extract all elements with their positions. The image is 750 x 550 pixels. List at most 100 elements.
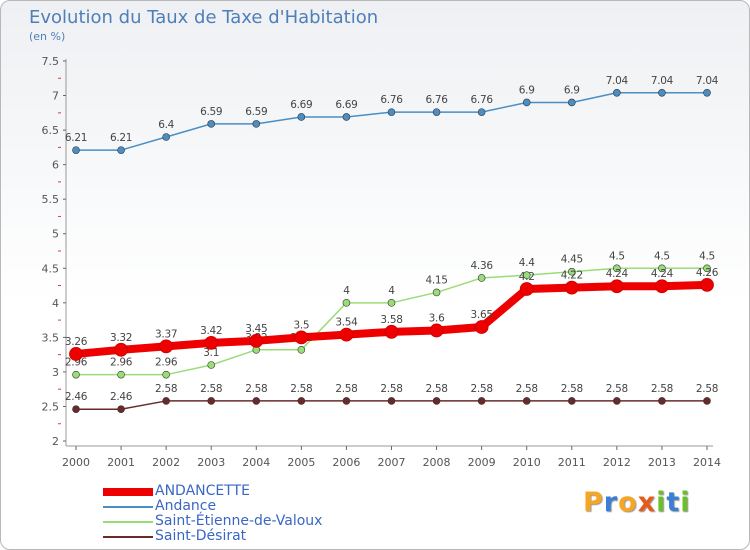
brand-letter: r bbox=[603, 487, 619, 518]
legend-label-andancette: ANDANCETTE bbox=[155, 483, 250, 499]
data-point-saint-desirat bbox=[432, 397, 441, 405]
data-label-andancette: 3.54 bbox=[335, 317, 358, 329]
data-label-saint-desirat: 2.58 bbox=[696, 383, 718, 395]
data-point-saint-desirat bbox=[387, 397, 396, 405]
data-point-saint-desirat bbox=[117, 405, 125, 414]
data-label-saint-etienne-de-valoux: 4 bbox=[343, 285, 350, 297]
brand-letter: o bbox=[618, 487, 638, 518]
x-tick-label: 2003 bbox=[197, 456, 225, 469]
x-tick-label: 2011 bbox=[558, 456, 586, 469]
y-tick-label: 3.5 bbox=[42, 331, 60, 344]
data-point-saint-etienne-de-valoux bbox=[297, 345, 306, 354]
x-tick-label: 2012 bbox=[603, 456, 631, 469]
data-point-saint-etienne-de-valoux bbox=[432, 288, 441, 297]
x-tick-label: 2001 bbox=[107, 456, 135, 469]
legend-item-andancette: ANDANCETTE bbox=[103, 484, 322, 499]
data-point-andance bbox=[387, 108, 396, 116]
data-label-saint-etienne-de-valoux: 4.5 bbox=[609, 250, 625, 262]
data-label-saint-desirat: 2.58 bbox=[516, 383, 538, 395]
data-label-saint-etienne-de-valoux: 2.96 bbox=[155, 357, 178, 369]
y-tick-label: 7 bbox=[52, 90, 59, 103]
data-label-andancette: 3.6 bbox=[429, 312, 445, 324]
data-point-saint-etienne-de-valoux bbox=[703, 264, 711, 273]
y-tick-label: 5 bbox=[52, 228, 59, 241]
data-point-saint-etienne-de-valoux bbox=[162, 370, 170, 379]
data-point-saint-etienne-de-valoux bbox=[342, 299, 351, 307]
data-label-saint-etienne-de-valoux: 4 bbox=[388, 285, 395, 297]
data-label-saint-etienne-de-valoux: 4.5 bbox=[699, 250, 715, 262]
y-tick-label: 2.5 bbox=[42, 400, 60, 413]
data-point-saint-desirat bbox=[72, 405, 80, 414]
data-label-saint-desirat: 2.58 bbox=[245, 383, 267, 395]
legend-label-saint-etienne-de-valoux: Saint-Étienne-de-Valoux bbox=[155, 513, 323, 529]
data-label-andance: 7.04 bbox=[651, 75, 674, 87]
data-point-andancette bbox=[384, 324, 399, 339]
data-point-andancette bbox=[294, 330, 309, 345]
data-label-saint-desirat: 2.58 bbox=[290, 383, 312, 395]
data-point-saint-desirat bbox=[252, 397, 261, 405]
data-point-saint-etienne-de-valoux bbox=[522, 271, 531, 279]
data-label-saint-desirat: 2.58 bbox=[155, 383, 177, 395]
legend-item-saint-desirat: Saint-Désirat bbox=[103, 529, 322, 544]
data-label-andancette: 4.22 bbox=[561, 270, 583, 282]
data-label-andancette: 3.37 bbox=[155, 328, 177, 340]
data-point-andance bbox=[162, 133, 170, 141]
data-point-saint-desirat bbox=[342, 397, 351, 405]
data-point-andancette bbox=[249, 333, 264, 348]
legend-swatch-andance bbox=[103, 506, 153, 508]
data-point-andance bbox=[658, 88, 666, 97]
data-point-andance bbox=[72, 146, 80, 154]
data-point-saint-etienne-de-valoux bbox=[567, 267, 576, 276]
data-label-andance: 7.04 bbox=[696, 75, 719, 87]
data-label-andancette: 3.26 bbox=[65, 336, 88, 348]
legend-swatch-saint-etienne-de-valoux bbox=[103, 521, 153, 523]
data-label-andance: 6.76 bbox=[425, 94, 448, 106]
brand-letter: t bbox=[666, 487, 681, 518]
data-point-saint-desirat bbox=[567, 397, 576, 405]
chart-title: Evolution du Taux de Taxe d'Habitation bbox=[29, 7, 379, 28]
y-tick-label: 5.5 bbox=[42, 193, 60, 206]
x-tick-label: 2002 bbox=[152, 456, 180, 469]
legend-swatch-andancette bbox=[103, 488, 153, 496]
data-point-saint-desirat bbox=[522, 397, 531, 405]
data-point-saint-etienne-de-valoux bbox=[207, 361, 216, 369]
legend: ANDANCETTE Andance Saint-Étienne-de-Valo… bbox=[103, 484, 322, 544]
data-point-andance bbox=[432, 108, 441, 116]
x-tick-label: 2007 bbox=[378, 456, 406, 469]
data-label-andance: 6.9 bbox=[564, 84, 580, 96]
data-label-saint-desirat: 2.58 bbox=[200, 383, 222, 395]
data-label-andance: 6.4 bbox=[158, 119, 174, 131]
data-label-saint-etienne-de-valoux: 3.1 bbox=[203, 347, 219, 359]
data-label-andancette: 3.5 bbox=[293, 319, 309, 331]
x-tick-label: 2005 bbox=[287, 456, 315, 469]
data-label-saint-etienne-de-valoux: 4.5 bbox=[654, 250, 670, 262]
brand-letter: P bbox=[583, 487, 604, 518]
data-point-saint-desirat bbox=[613, 397, 621, 405]
data-point-saint-desirat bbox=[658, 397, 666, 405]
data-label-saint-desirat: 2.58 bbox=[606, 383, 628, 395]
data-label-saint-desirat: 2.58 bbox=[561, 383, 583, 395]
data-point-andance bbox=[522, 98, 531, 107]
data-label-saint-desirat: 2.58 bbox=[471, 383, 493, 395]
y-tick-label: 6.5 bbox=[42, 124, 60, 137]
data-label-andancette: 4.2 bbox=[519, 271, 535, 283]
data-label-saint-desirat: 2.46 bbox=[110, 391, 133, 403]
data-label-saint-desirat: 2.58 bbox=[380, 383, 402, 395]
data-label-andance: 6.21 bbox=[65, 132, 87, 144]
data-label-saint-etienne-de-valoux: 4.15 bbox=[425, 274, 447, 286]
data-point-andance bbox=[252, 120, 261, 128]
data-label-saint-desirat: 2.58 bbox=[335, 383, 357, 395]
data-label-andance: 6.76 bbox=[471, 94, 494, 106]
data-point-andancette bbox=[474, 320, 489, 334]
x-tick-label: 2004 bbox=[242, 456, 270, 469]
data-point-andance bbox=[117, 146, 125, 154]
x-tick-label: 2010 bbox=[513, 456, 541, 469]
data-label-andance: 6.59 bbox=[245, 106, 267, 118]
data-point-andancette bbox=[159, 339, 174, 354]
data-label-saint-etienne-de-valoux: 2.96 bbox=[65, 357, 88, 369]
unit-note: (en %) bbox=[29, 30, 66, 43]
data-label-saint-etienne-de-valoux: 4.36 bbox=[471, 260, 494, 272]
data-label-andance: 6.59 bbox=[200, 106, 222, 118]
data-point-saint-etienne-de-valoux bbox=[658, 264, 666, 273]
